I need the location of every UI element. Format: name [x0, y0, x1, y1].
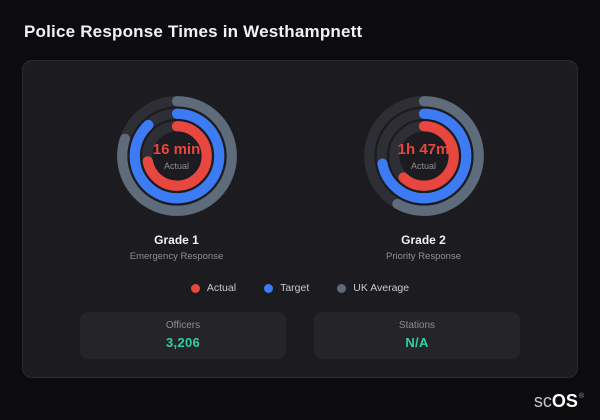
legend-item-target[interactable]: Target	[264, 282, 309, 294]
stat-value: N/A	[405, 335, 429, 350]
legend-label: UK Average	[353, 282, 410, 294]
stat-label: Officers	[165, 320, 201, 331]
gauge-grade-1: 16 min Actual Grade 1 Emergency Response	[53, 91, 300, 262]
stat-stations: Stations N/A	[314, 312, 520, 359]
registered-mark: ®	[578, 393, 584, 400]
stat-officers: Officers 3,206	[80, 312, 286, 359]
stat-label: Stations	[398, 320, 436, 331]
legend-dot-actual-icon	[190, 283, 200, 293]
gauges-row: 16 min Actual Grade 1 Emergency Response…	[53, 91, 547, 262]
grade-2-label: Grade 2	[401, 233, 446, 247]
grade-1-sublabel: Emergency Response	[129, 251, 224, 262]
legend-item-uk-average[interactable]: UK Average	[337, 282, 409, 294]
gauge-grade-2: 1h 47m Actual Grade 2 Priority Response	[300, 91, 547, 262]
grade-2-sublabel: Priority Response	[386, 251, 461, 262]
stats-row: Officers 3,206 Stations N/A	[53, 312, 547, 359]
scos-logo: scOS®	[534, 392, 584, 410]
legend-item-actual[interactable]: Actual	[190, 282, 237, 294]
logo-prefix: sc	[533, 391, 552, 411]
legend-label: Actual	[206, 282, 237, 294]
legend-dot-uk-average-icon	[337, 283, 347, 293]
page-title: Police Response Times in Westhampnett	[24, 22, 363, 41]
gauge-chart-grade-2: 1h 47m Actual	[359, 91, 489, 221]
legend: Actual Target UK Average	[53, 282, 547, 294]
legend-label: Target	[280, 282, 310, 294]
gauge-chart-grade-1: 16 min Actual	[112, 91, 242, 221]
grade-1-label: Grade 1	[154, 233, 199, 247]
logo-suffix: OS	[551, 391, 578, 411]
legend-dot-target-icon	[264, 283, 274, 293]
response-times-card: 16 min Actual Grade 1 Emergency Response…	[22, 60, 578, 378]
stat-value: 3,206	[165, 335, 201, 350]
